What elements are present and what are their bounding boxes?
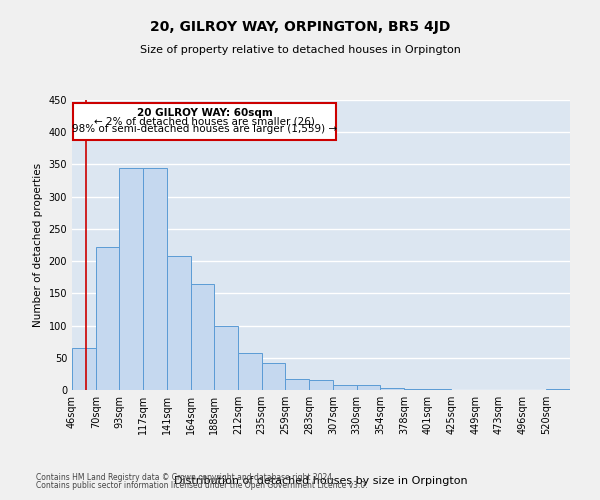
Bar bbox=[96, 247, 119, 390]
Bar bbox=[167, 256, 191, 390]
Text: ← 2% of detached houses are smaller (26): ← 2% of detached houses are smaller (26) bbox=[94, 116, 315, 126]
Bar bbox=[333, 385, 356, 390]
Bar bbox=[238, 354, 262, 390]
Bar bbox=[119, 168, 143, 390]
Bar bbox=[214, 326, 238, 390]
Text: 20, GILROY WAY, ORPINGTON, BR5 4JD: 20, GILROY WAY, ORPINGTON, BR5 4JD bbox=[150, 20, 450, 34]
Bar bbox=[72, 348, 96, 390]
Text: 20 GILROY WAY: 60sqm: 20 GILROY WAY: 60sqm bbox=[137, 108, 272, 118]
Bar bbox=[73, 103, 336, 140]
Text: Contains HM Land Registry data © Crown copyright and database right 2024.: Contains HM Land Registry data © Crown c… bbox=[36, 473, 335, 482]
Text: 98% of semi-detached houses are larger (1,559) →: 98% of semi-detached houses are larger (… bbox=[72, 124, 337, 134]
Bar bbox=[143, 168, 167, 390]
Bar bbox=[356, 386, 380, 390]
Text: Contains public sector information licensed under the Open Government Licence v3: Contains public sector information licen… bbox=[36, 480, 368, 490]
Bar bbox=[380, 388, 404, 390]
Bar bbox=[191, 284, 214, 390]
Bar bbox=[286, 379, 309, 390]
X-axis label: Distribution of detached houses by size in Orpington: Distribution of detached houses by size … bbox=[174, 476, 468, 486]
Bar bbox=[404, 388, 428, 390]
Bar bbox=[262, 363, 286, 390]
Text: Size of property relative to detached houses in Orpington: Size of property relative to detached ho… bbox=[140, 45, 460, 55]
Y-axis label: Number of detached properties: Number of detached properties bbox=[33, 163, 43, 327]
Bar bbox=[309, 380, 333, 390]
